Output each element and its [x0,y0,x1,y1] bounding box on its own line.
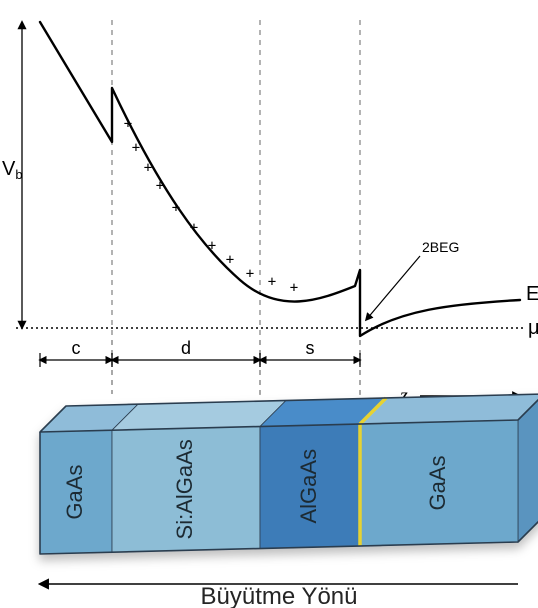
annotation-2beg: 2BEG [422,239,459,255]
mu-label: μ [528,317,538,339]
donor-plus: + [172,200,180,216]
material-label: Si:AlGaAs [172,439,197,539]
material-label: AlGaAs [296,449,321,524]
donor-plus: + [290,280,298,296]
donor-plus: + [190,220,198,236]
donor-plus: + [144,160,152,176]
region-label-c: c [72,338,81,358]
donor-plus: + [268,274,276,290]
donor-plus: + [124,116,132,132]
donor-plus: + [208,238,216,254]
material-label: GaAs [425,455,450,510]
donor-plus: + [132,140,140,156]
region-label-d: d [181,338,191,358]
donor-plus: + [226,252,234,268]
donor-plus: + [246,266,254,282]
layer-prism: GaAs Si:AlGaAs AlGaAs GaAs [40,394,538,554]
caption-growth-direction: Büyütme Yönü [201,583,358,608]
material-label: GaAs [62,465,87,520]
donor-plus: + [156,178,164,194]
region-label-s: s [306,338,315,358]
ec-label: Ec [526,283,538,307]
